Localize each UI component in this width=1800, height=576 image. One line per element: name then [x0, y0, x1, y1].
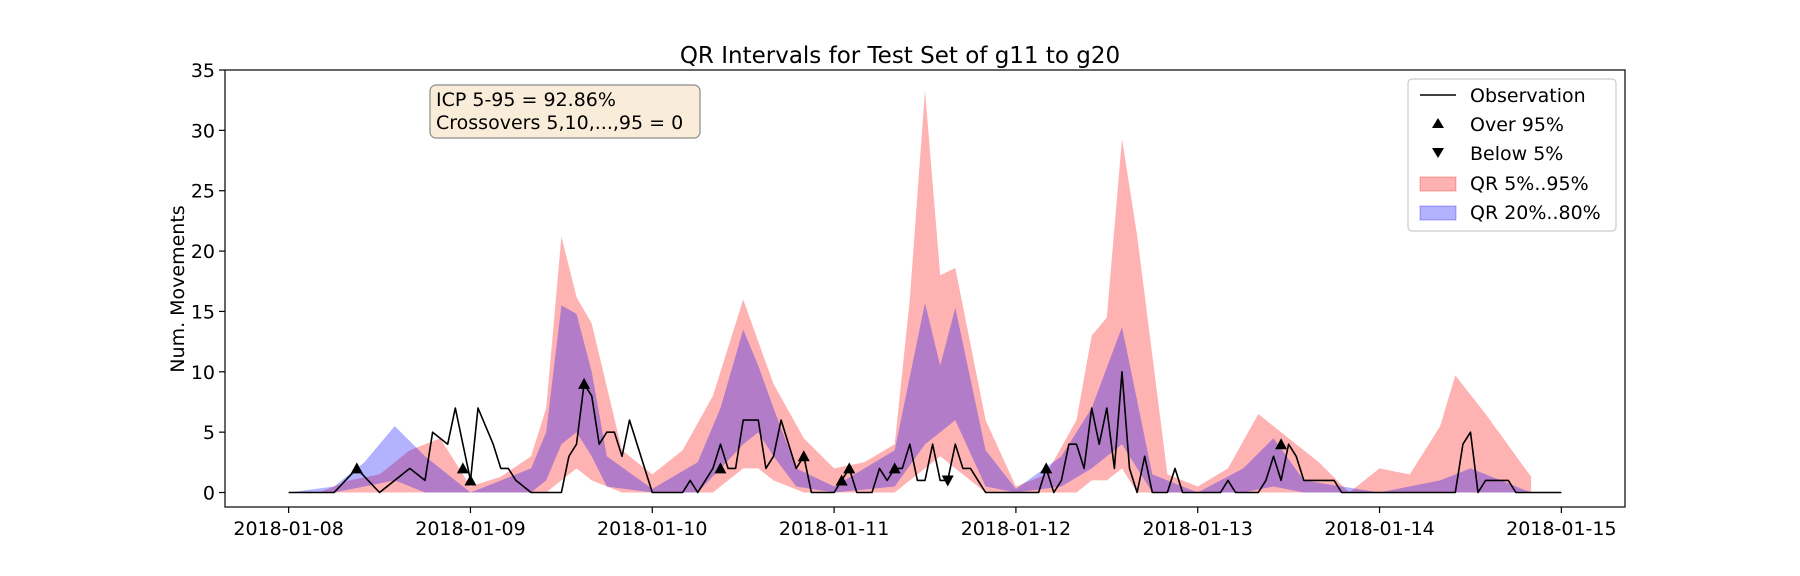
annotation-box: ICP 5-95 = 92.86% Crossovers 5,10,...,95…	[429, 84, 701, 139]
y-axis: 0 5 10 15 20 25 30 35	[191, 60, 225, 505]
x-tick-label: 2018-01-14	[1324, 518, 1434, 540]
y-tick-label: 10	[191, 362, 215, 384]
x-axis: 2018-01-08 2018-01-09 2018-01-10 2018-01-11…	[233, 507, 1617, 540]
x-tick-label: 2018-01-12	[961, 518, 1071, 540]
over-95-marker	[714, 462, 727, 474]
annotation-line-1: ICP 5-95 = 92.86%	[436, 89, 616, 111]
y-tick-label: 20	[191, 241, 215, 263]
x-tick-label: 2018-01-13	[1143, 518, 1253, 540]
chart-title: QR Intervals for Test Set of g11 to g20	[680, 43, 1120, 69]
legend-qr90-label: QR 5%..95%	[1470, 173, 1589, 195]
legend-frame	[1407, 78, 1617, 232]
over-95-marker	[1040, 462, 1053, 474]
plot-frame	[224, 69, 1626, 508]
over-95-marker	[456, 462, 469, 474]
legend-over95-label: Over 95%	[1470, 114, 1564, 136]
legend-below5-label: Below 5%	[1470, 143, 1563, 165]
over-95-marker	[464, 474, 477, 486]
x-tick-label: 2018-01-15	[1506, 518, 1616, 540]
legend-qr60-label: QR 20%..80%	[1470, 202, 1601, 224]
legend-observation-label: Observation	[1470, 85, 1586, 107]
y-tick-label: 30	[191, 120, 215, 142]
y-tick-label: 5	[203, 422, 215, 444]
observation-line	[288, 371, 1562, 494]
y-tick-label: 35	[191, 60, 215, 82]
x-tick-label: 2018-01-11	[779, 518, 889, 540]
below-5-marker	[941, 475, 954, 487]
plot-area	[288, 90, 1562, 494]
annotation-background	[429, 84, 701, 139]
y-tick-label: 15	[191, 301, 215, 323]
over-95-marker	[797, 450, 810, 462]
y-tick-label: 25	[191, 181, 215, 203]
x-tick-label: 2018-01-09	[415, 518, 525, 540]
annotation-line-2: Crossovers 5,10,...,95 = 0	[436, 112, 683, 134]
y-axis-label: Num. Movements	[167, 205, 189, 372]
over-95-marker	[350, 462, 363, 474]
legend-qr60-swatch	[1419, 205, 1457, 221]
legend-qr90-swatch	[1419, 176, 1457, 192]
over-95-marker	[1275, 438, 1288, 450]
qr-20-80-band	[288, 303, 1532, 493]
y-tick-label: 0	[203, 483, 215, 505]
over-95-marker	[843, 462, 856, 474]
x-tick-label: 2018-01-08	[233, 518, 343, 540]
over-95-marker	[578, 377, 591, 389]
legend: Observation Over 95% Below 5% QR 5%..95%…	[1407, 78, 1617, 232]
over-95-marker	[835, 474, 848, 486]
qr-5-95-band	[288, 90, 1532, 493]
over-95-marker	[888, 462, 901, 474]
x-tick-label: 2018-01-10	[597, 518, 707, 540]
legend-below5-marker	[1432, 148, 1444, 158]
legend-over95-marker	[1432, 118, 1444, 128]
